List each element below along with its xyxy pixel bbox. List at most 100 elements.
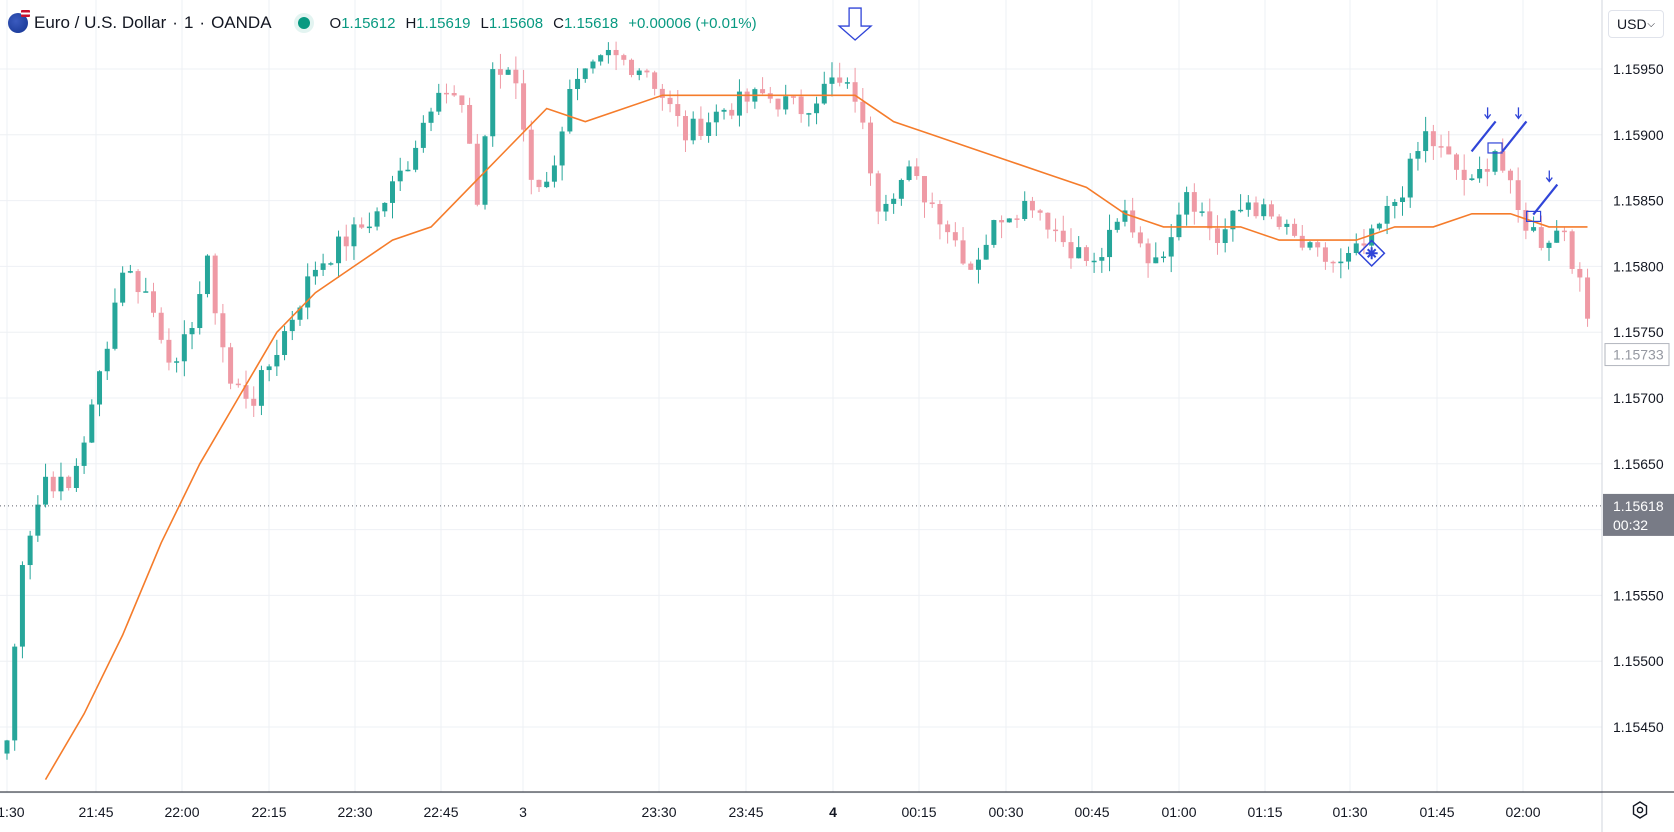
annotations[interactable] — [837, 7, 1559, 268]
candle-body — [1415, 151, 1421, 159]
candle-body — [1546, 242, 1552, 248]
candle — [1168, 224, 1174, 273]
symbol-flag-icon — [8, 10, 30, 33]
candle — [559, 126, 565, 181]
candle-body — [829, 77, 835, 84]
candle — [706, 112, 712, 143]
candle — [1130, 197, 1136, 238]
candle-body — [736, 91, 742, 116]
candle — [220, 303, 226, 363]
candle — [582, 68, 588, 83]
candle — [1507, 168, 1513, 194]
candle — [1353, 233, 1359, 256]
candle-body — [744, 91, 750, 102]
candle-body — [343, 236, 349, 247]
candle — [1014, 214, 1020, 228]
chart-settings-button[interactable] — [1626, 796, 1654, 824]
moving-average-line[interactable] — [44, 94, 1588, 781]
candle-body — [999, 220, 1005, 223]
candle — [1214, 215, 1220, 255]
price-tick-label: 1.15700 — [1613, 390, 1664, 406]
candle-body — [559, 131, 565, 166]
candle — [1107, 214, 1113, 272]
currency-button[interactable]: USD ⌵ — [1608, 10, 1664, 38]
candle-body — [852, 82, 858, 102]
candle — [474, 133, 480, 207]
candle-body — [1099, 257, 1105, 261]
time-tick-label: 22:15 — [251, 804, 286, 820]
diamond-marker-icon[interactable] — [1357, 239, 1386, 268]
candle-body — [1276, 216, 1282, 227]
candle-body — [459, 95, 465, 106]
candle-body — [698, 118, 704, 136]
candle-body — [644, 70, 650, 73]
candle-body — [937, 204, 943, 225]
candle-body — [521, 83, 527, 130]
candle-body — [351, 224, 357, 247]
price-tick-label: 1.15900 — [1613, 127, 1664, 143]
candle-body — [860, 101, 866, 123]
candle-body — [4, 740, 10, 754]
candle — [1222, 218, 1228, 253]
candle-body — [1446, 146, 1452, 155]
candle — [1161, 251, 1166, 263]
candle — [1453, 152, 1459, 180]
symbol-name[interactable]: Euro / U.S. Dollar — [34, 13, 167, 32]
candle-body — [112, 302, 118, 349]
candle-body — [844, 82, 850, 84]
price-axis-background[interactable] — [1602, 0, 1674, 832]
small-down-arrow-icon[interactable] — [1484, 107, 1492, 120]
candle — [1423, 116, 1429, 163]
market-status-dot-icon[interactable] — [297, 17, 310, 29]
candle-body — [1423, 131, 1429, 152]
candle — [89, 399, 95, 444]
trend-line[interactable] — [1532, 183, 1559, 216]
rectangle-marker[interactable] — [1525, 210, 1542, 222]
candle — [1238, 194, 1244, 213]
down-arrow-icon[interactable] — [837, 7, 873, 41]
candle-body — [960, 240, 966, 264]
candle — [682, 110, 688, 153]
candle-body — [1315, 242, 1321, 248]
trend-line[interactable] — [1470, 120, 1497, 153]
candle-body — [274, 354, 280, 367]
candle-body — [1145, 243, 1151, 264]
candle — [1554, 220, 1560, 243]
candle-body — [605, 49, 611, 56]
candle-body — [652, 72, 658, 89]
candle-body — [328, 263, 334, 265]
candle-body — [1091, 260, 1097, 263]
candle-body — [921, 176, 927, 203]
candle — [698, 106, 704, 140]
candle — [1253, 196, 1259, 219]
candle-body — [66, 476, 72, 489]
candle — [852, 67, 858, 113]
candle — [1384, 195, 1390, 235]
candle-body — [1577, 268, 1583, 278]
rectangle-marker[interactable] — [1487, 142, 1503, 154]
interval-label[interactable]: 1 — [183, 13, 194, 32]
change-value: +0.00006 (+0.01%) — [628, 14, 757, 32]
trend-line[interactable] — [1501, 120, 1528, 153]
candle — [975, 247, 981, 284]
candle-body — [366, 226, 372, 229]
candle — [1091, 252, 1097, 273]
candle — [1207, 198, 1213, 241]
candle — [1477, 156, 1483, 183]
candle-body — [682, 116, 688, 141]
small-down-arrow-icon[interactable] — [1545, 170, 1553, 183]
candle-body — [1353, 243, 1359, 254]
diamond-marker-cross — [1365, 247, 1378, 260]
candle-body — [975, 259, 981, 270]
candle — [1037, 208, 1043, 221]
candle-body — [220, 313, 226, 348]
candle-body — [806, 113, 812, 115]
candle-body — [1292, 223, 1298, 236]
candle-body — [266, 366, 272, 371]
candle — [120, 266, 126, 307]
candle — [1276, 214, 1282, 230]
candle-body — [127, 271, 133, 273]
small-down-arrow-icon[interactable] — [1514, 107, 1522, 120]
currency-label: USD — [1617, 16, 1647, 32]
